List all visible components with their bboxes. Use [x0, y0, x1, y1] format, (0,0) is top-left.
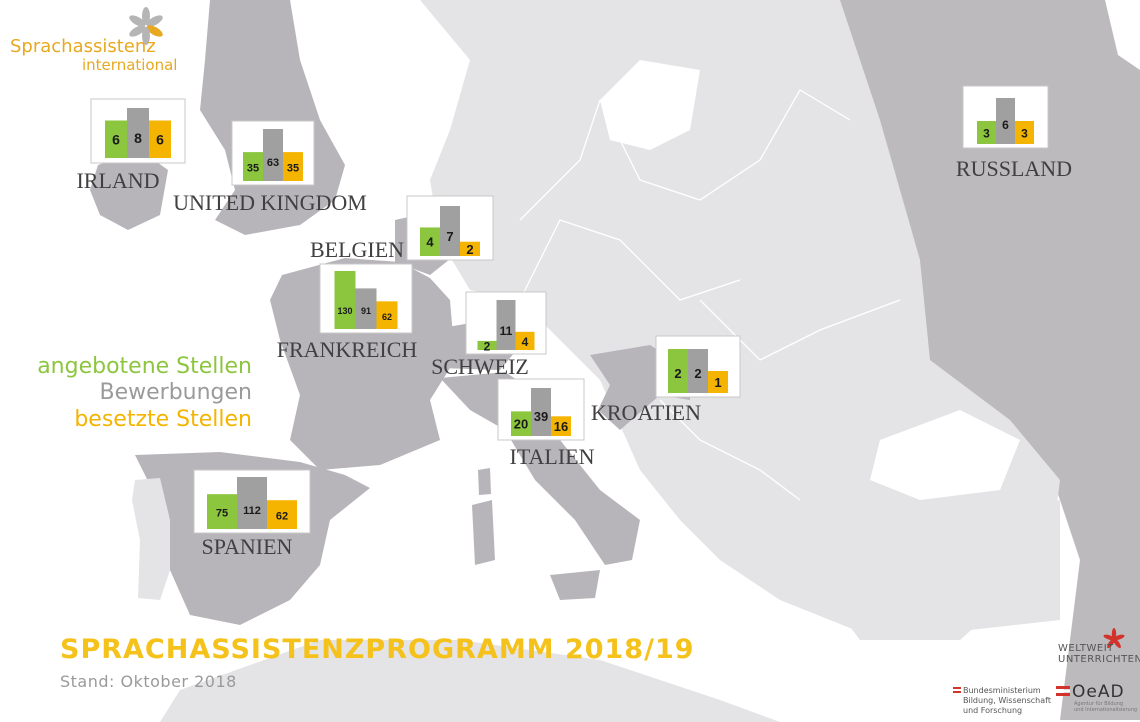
- bar-angebotene-stellen: [511, 411, 531, 436]
- bar-besetzte-stellen: [551, 416, 571, 436]
- bar-bewerbungen: [127, 108, 149, 158]
- legend-filled: besetzte Stellen: [74, 407, 252, 432]
- bar-bewerbungen: [996, 98, 1015, 144]
- country-chart-united-kingdom: 35 63 35 UNITED KINGDOM: [173, 120, 367, 215]
- oead-flag-icon: [1056, 686, 1070, 696]
- bar-value-label: 2: [674, 366, 681, 381]
- bar-value-label: 2: [694, 366, 701, 381]
- weltweit-line2: UNTERRICHTEN: [1058, 654, 1140, 665]
- country-label: ITALIEN: [510, 444, 595, 469]
- country-chart-russland: 363 RUSSLAND: [956, 85, 1072, 181]
- bar-value-label: 2: [484, 339, 491, 353]
- bar-besetzte-stellen: [376, 301, 398, 329]
- bar-bewerbungen: [440, 206, 460, 256]
- bar-angebotene-stellen: [420, 227, 440, 256]
- country-label: BELGIEN: [310, 237, 404, 262]
- bar-value-label: 6: [156, 131, 164, 147]
- country-chart-italien: 20 39 16 ITALIEN: [497, 378, 595, 469]
- bar-angebotene-stellen: [668, 349, 688, 393]
- bar-bewerbungen: [531, 388, 551, 436]
- bar-value-label: 3: [1021, 127, 1028, 141]
- bar-bewerbungen: [355, 288, 377, 329]
- bar-angebotene-stellen: [207, 494, 237, 529]
- bar-besetzte-stellen: [267, 500, 297, 529]
- bar-value-label: 35: [247, 163, 259, 175]
- bar-value-label: 35: [287, 163, 299, 175]
- bar-value-label: 63: [267, 157, 279, 169]
- bar-value-label: 6: [1002, 118, 1009, 132]
- weltweit-logo: WELTWEIT UNTERRICHTEN: [1058, 643, 1140, 665]
- bar-bewerbungen: [263, 129, 283, 181]
- bar-value-label: 1: [714, 375, 721, 390]
- country-chart-belgien: 4 72 BELGIEN: [310, 195, 494, 262]
- ministry-logo: Bundesministerium Bildung, Wissenschaft …: [963, 686, 1051, 716]
- ministry-line2: Bildung, Wissenschaft: [963, 696, 1051, 705]
- country-chart-spanien: 75 112 62 SPANIEN: [193, 469, 311, 559]
- brand-subname: international: [82, 56, 178, 74]
- austria-flag-icon: [953, 687, 961, 693]
- country-label: FRANKREICH: [277, 337, 418, 362]
- bar-value-label: 4: [426, 235, 434, 250]
- oead-sub-line1: Agentur für Bildung: [1074, 701, 1124, 707]
- bar-besetzte-stellen: [149, 120, 171, 158]
- bar-value-label: 8: [134, 130, 142, 146]
- country-label: SPANIEN: [202, 534, 293, 559]
- bar-besetzte-stellen: [283, 152, 303, 181]
- weltweit-star-icon: [1103, 628, 1125, 649]
- legend-offered: angebotene Stellen: [37, 354, 252, 379]
- bar-bewerbungen: [688, 349, 708, 393]
- page-title: SPRACHASSISTENZPROGRAMM 2018/19: [60, 634, 695, 665]
- bar-angebotene-stellen: [105, 120, 127, 158]
- bar-value-label: 62: [382, 312, 392, 322]
- bar-value-label: 16: [554, 419, 568, 434]
- country-chart-schweiz: 2 11 4 SCHWEIZ: [431, 291, 547, 379]
- page-subtitle: Stand: Oktober 2018: [60, 672, 237, 691]
- country-label: IRLAND: [76, 168, 159, 193]
- bar-besetzte-stellen: [460, 241, 480, 256]
- bar-angebotene-stellen: [977, 121, 996, 144]
- oead-sub-line2: und Internationalisierung: [1074, 707, 1138, 713]
- country-chart-irland: 6 8 6 IRLAND: [76, 98, 186, 193]
- flower-logo-icon: [129, 7, 163, 45]
- ministry-line3: und Forschung: [963, 706, 1023, 715]
- bar-value-label: 7: [446, 229, 453, 244]
- country-label: RUSSLAND: [956, 156, 1072, 181]
- oead-logo: OeAD: [1072, 682, 1125, 702]
- country-label: UNITED KINGDOM: [173, 190, 367, 215]
- bar-angebotene-stellen: [334, 271, 356, 329]
- bar-besetzte-stellen: [1015, 121, 1034, 144]
- country-chart-frankreich: 130 91 62 FRANKREICH: [277, 263, 418, 362]
- bar-angebotene-stellen: [477, 340, 497, 350]
- bar-value-label: 62: [276, 511, 288, 523]
- country-label: KROATIEN: [591, 400, 701, 425]
- bar-value-label: 2: [466, 242, 473, 257]
- brand-name: Sprachassistenz: [10, 36, 156, 57]
- map-borders: [519, 89, 901, 501]
- bar-besetzte-stellen: [515, 331, 535, 350]
- bar-bewerbungen: [496, 300, 516, 350]
- bar-value-label: 6: [112, 131, 120, 147]
- weltweit-line1: WELTWEIT: [1058, 643, 1114, 654]
- bar-value-label: 75: [216, 508, 228, 520]
- bar-value-label: 130: [337, 306, 352, 316]
- bar-bewerbungen: [237, 477, 267, 529]
- bar-besetzte-stellen: [708, 371, 728, 393]
- bar-value-label: 3: [983, 127, 990, 141]
- bar-value-label: 20: [514, 417, 528, 432]
- ministry-line1: Bundesministerium: [963, 686, 1041, 695]
- bar-value-label: 11: [500, 324, 513, 338]
- bar-value-label: 4: [522, 335, 529, 349]
- country-label: SCHWEIZ: [431, 354, 529, 379]
- oead-subtitle: Agentur für Bildung und Internationalisi…: [1074, 701, 1137, 713]
- bar-value-label: 91: [361, 306, 371, 316]
- legend-applications: Bewerbungen: [99, 380, 253, 405]
- bar-value-label: 112: [243, 505, 261, 517]
- bar-angebotene-stellen: [243, 152, 263, 181]
- bar-value-label: 39: [534, 409, 548, 424]
